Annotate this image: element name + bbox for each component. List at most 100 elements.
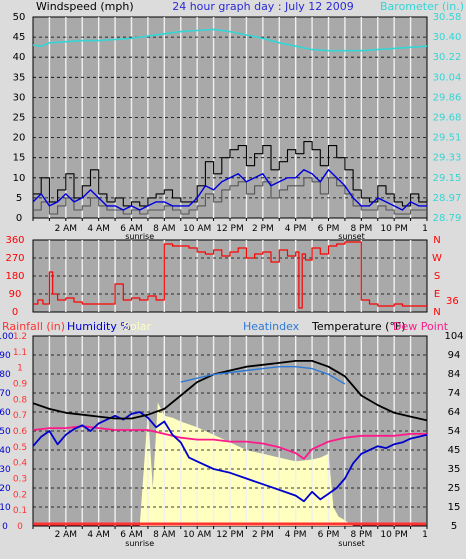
barometer-tick-label: 29.15: [433, 173, 462, 184]
chart-title: 24 hour graph day : July 12 2009: [172, 0, 354, 13]
barometer-tick-label: 30.22: [433, 52, 462, 63]
compass-tick-label: N: [433, 307, 440, 318]
barometer-tick-label: 29.68: [433, 113, 462, 124]
wind-tick-label: 35: [13, 72, 26, 83]
humidity-tick-label: 20: [0, 484, 11, 494]
chart-marks: 0510152025303540455028.7928.9729.1529.33…: [0, 12, 464, 548]
barometer-tick-label: 30.40: [433, 32, 462, 43]
direction-tick-label: 90: [9, 289, 22, 300]
temperature-tick-label: 45: [448, 445, 461, 456]
time-label: 2 PM: [252, 224, 274, 234]
time-label-sunset: sunset: [338, 232, 365, 241]
humidity-tick-label: 70: [0, 389, 11, 399]
time-label: 10 AM: [183, 224, 211, 234]
rain-tick-label: 1.2: [13, 332, 27, 342]
temperature-tick-label: 15: [448, 502, 461, 513]
barometer-tick-label: 29.51: [433, 133, 462, 144]
time-label: 8 PM: [350, 224, 372, 234]
wind-tick-label: 45: [13, 32, 26, 43]
legend-heatindex: Heatindex: [243, 320, 300, 333]
wind-direction-line: [33, 241, 427, 309]
direction-tick-label: 180: [5, 271, 24, 282]
temperature-tick-label: 104: [444, 331, 463, 342]
wind-speed-line: [33, 177, 427, 215]
wind-tick-label: 15: [13, 153, 26, 164]
direction-tick-label: 270: [5, 253, 24, 264]
humidity-tick-label: 60: [0, 408, 11, 418]
rain-tick-label: 1.1: [13, 348, 27, 358]
rain-tick-label: 0.4: [13, 459, 28, 469]
time-label-lower: 6 AM: [120, 530, 143, 540]
time-label-lower: 8 AM: [153, 530, 176, 540]
legend-rainfall: Rainfall (in): [2, 320, 65, 333]
time-label-lower-sunset: sunset: [338, 539, 365, 548]
direction-annotation: 36: [446, 296, 459, 307]
barometer-tick-label: 28.97: [433, 193, 462, 204]
humidity-tick-label: 50: [0, 427, 11, 437]
wind-tick-label: 0: [16, 213, 22, 224]
barometer-tick-label: 29.33: [433, 153, 462, 164]
rain-tick-label: 0.6: [13, 427, 28, 437]
windspeed-label: Windspeed (mph): [36, 0, 134, 13]
humidity-tick-label: 100: [0, 332, 14, 342]
time-label: 4 AM: [87, 224, 110, 234]
wind-tick-label: 30: [13, 92, 26, 103]
humidity-tick-label: 30: [0, 465, 11, 475]
barometer-tick-label: 30.58: [433, 12, 462, 23]
humidity-tick-label: 40: [0, 446, 11, 456]
time-label: 8 AM: [153, 224, 176, 234]
compass-tick-label: N: [433, 235, 440, 246]
rain-tick-label: 0.9: [13, 380, 28, 390]
time-label-lower: 2 PM: [252, 530, 274, 540]
legend-humidity: Humidity %: [67, 320, 131, 333]
time-label-lower-sunrise: sunrise: [125, 539, 154, 548]
humidity-tick-label: 10: [0, 503, 11, 513]
rain-tick-label: 0.3: [13, 475, 27, 485]
humidity-tick-label: 0: [2, 522, 8, 532]
time-label-lower: 4 PM: [285, 530, 307, 540]
time-label-lower: 2 AM: [55, 530, 78, 540]
compass-tick-label: E: [434, 289, 440, 300]
time-label: 12 PM: [216, 224, 244, 234]
temperature-tick-label: 84: [448, 369, 461, 380]
rain-tick-label: 1: [17, 364, 23, 374]
barometer-tick-label: 30.04: [433, 72, 462, 83]
time-label: 10 PM: [380, 224, 408, 234]
time-label-lower: 6 PM: [318, 530, 340, 540]
wind-tick-label: 40: [13, 52, 26, 63]
wind-tick-label: 25: [13, 113, 26, 124]
time-label: 4 PM: [285, 224, 307, 234]
barometer-label: Barometer (in.): [380, 0, 464, 13]
time-label-lower: 4 AM: [87, 530, 110, 540]
humidity-tick-label: 90: [0, 351, 11, 361]
time-label-sunrise: sunrise: [125, 232, 154, 241]
temperature-tick-label: 94: [448, 350, 461, 361]
compass-tick-label: S: [434, 271, 440, 282]
wind-gust-line: [33, 141, 428, 207]
direction-tick-label: 360: [5, 235, 24, 246]
wind-tick-label: 20: [13, 133, 26, 144]
temperature-line: [32, 359, 428, 422]
rain-tick-label: 0: [17, 522, 23, 532]
legend-solar: Solar: [123, 320, 152, 333]
temperature-tick-label: 74: [448, 388, 461, 399]
temperature-tick-label: 5: [451, 521, 457, 532]
humidity-line: [32, 411, 428, 503]
temperature-tick-label: 54: [448, 426, 461, 437]
legend-temperature: Temperature (°F): [311, 320, 406, 333]
humidity-tick-label: 80: [0, 370, 11, 380]
dewpoint-line: [32, 425, 427, 460]
barometer-line: [32, 28, 428, 52]
time-label-lower: 10 AM: [183, 530, 211, 540]
temperature-tick-label: 25: [448, 483, 461, 494]
legend-dewpoint: Dew Point: [393, 320, 449, 333]
temperature-tick-label: 35: [448, 464, 461, 475]
barometer-tick-label: 28.79: [433, 213, 462, 224]
rain-tick-label: 0.1: [13, 506, 27, 516]
rain-tick-label: 0.2: [13, 490, 27, 500]
wind-tick-label: 5: [16, 193, 22, 204]
wind-average-line: [32, 169, 427, 211]
compass-tick-label: W: [432, 253, 442, 264]
wind-tick-label: 10: [13, 173, 26, 184]
